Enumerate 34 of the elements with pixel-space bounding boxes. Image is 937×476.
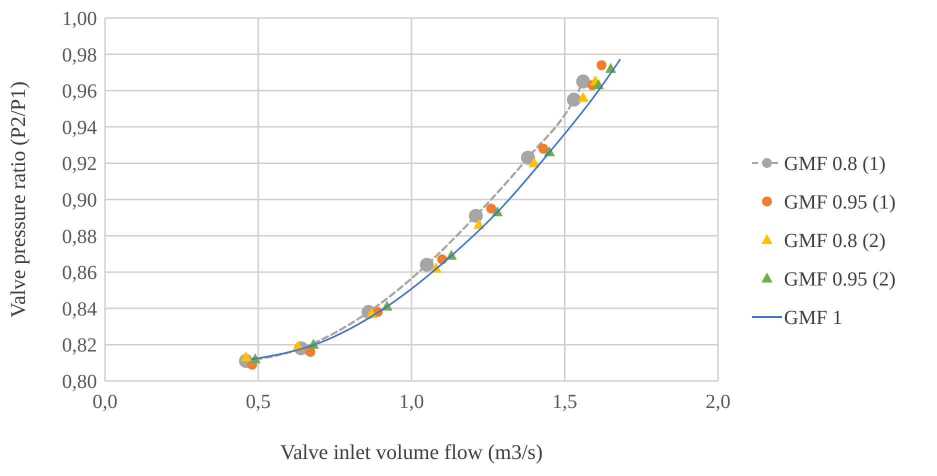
y-tick-label: 0,80 <box>62 371 97 393</box>
y-tick-label: 0,84 <box>62 298 97 320</box>
y-tick-label: 0,94 <box>62 116 97 139</box>
x-tick-label: 1,5 <box>552 391 578 413</box>
x-tick-label: 0,0 <box>92 391 118 413</box>
point <box>420 258 434 272</box>
legend-label: GMF 0.95 (1) <box>784 192 896 214</box>
y-tick-label: 0,82 <box>62 334 97 357</box>
x-tick-label: 0,5 <box>246 391 271 413</box>
x-tick-label: 2,0 <box>706 391 730 413</box>
point <box>520 150 535 165</box>
point <box>578 92 589 102</box>
y-tick-label: 1,00 <box>62 8 97 30</box>
point <box>486 204 496 214</box>
point <box>305 346 316 357</box>
y-tick-label: 0,90 <box>62 190 97 212</box>
point <box>576 74 590 89</box>
legend-label: GMF 1 <box>784 307 842 329</box>
legend-label: GMF 0.95 (2) <box>784 268 896 290</box>
y-axis-title: Valve pressure ratio (P2/P1) <box>6 81 30 318</box>
point <box>596 60 607 70</box>
y-tick-label: 0,98 <box>62 44 97 66</box>
y-tick-label: 0,88 <box>62 226 97 248</box>
point <box>566 92 581 107</box>
point <box>240 351 252 362</box>
y-tick-label: 0,96 <box>62 80 97 103</box>
x-axis-title: Valve inlet volume flow (m3/s) <box>280 440 543 464</box>
y-tick-label: 0,92 <box>62 153 97 176</box>
y-tick-label: 0,86 <box>62 262 97 284</box>
x-tick-label: 1,0 <box>399 391 424 413</box>
legend-label: GMF 0.8 (1) <box>784 153 886 175</box>
point <box>538 144 548 154</box>
point <box>468 208 483 223</box>
legend-label: GMF 0.8 (2) <box>784 230 886 252</box>
